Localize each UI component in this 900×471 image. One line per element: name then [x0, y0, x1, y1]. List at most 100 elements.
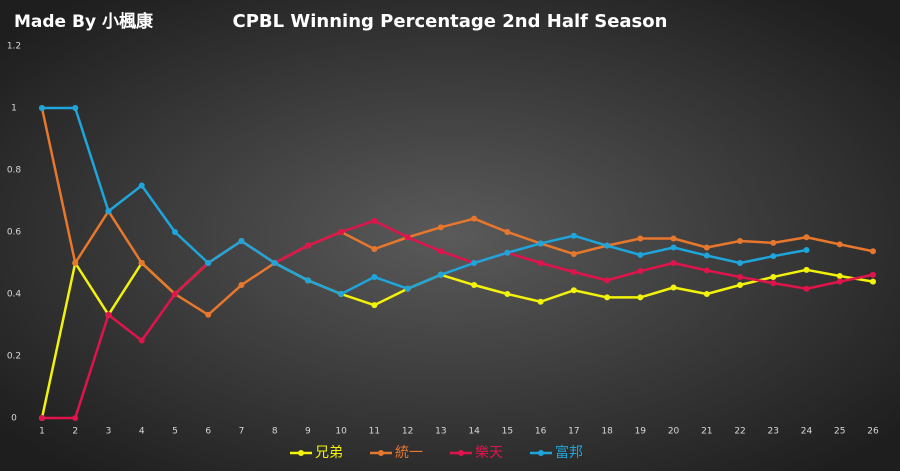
- x-tick-label: 12: [402, 427, 413, 437]
- point: [138, 182, 145, 189]
- point: [338, 291, 345, 297]
- point: [737, 260, 744, 266]
- legend-marker: [378, 450, 384, 456]
- x-tick-label: 8: [272, 427, 278, 437]
- point: [670, 244, 677, 251]
- point: [72, 260, 79, 266]
- x-tick-label: 16: [535, 427, 547, 437]
- point: [836, 278, 843, 285]
- x-tick-label: 7: [239, 427, 245, 437]
- y-tick-label: 1.2: [7, 42, 21, 52]
- point: [404, 234, 411, 241]
- point: [703, 244, 710, 251]
- point: [171, 291, 178, 297]
- point: [770, 239, 777, 246]
- point: [670, 235, 677, 242]
- point: [537, 260, 544, 266]
- x-tick-label: 3: [106, 427, 112, 437]
- x-tick-label: 4: [139, 427, 145, 437]
- x-tick-label: 10: [335, 427, 347, 437]
- x-tick-label: 20: [668, 427, 680, 437]
- point: [371, 302, 378, 309]
- point: [371, 273, 378, 280]
- point: [39, 105, 45, 111]
- point: [504, 229, 511, 235]
- point: [604, 294, 611, 301]
- point: [471, 260, 478, 266]
- point: [803, 266, 810, 273]
- point: [271, 260, 278, 266]
- legend-marker: [298, 450, 304, 456]
- x-tick-label: 19: [635, 427, 647, 437]
- series-line: [42, 106, 807, 296]
- x-tick-label: 11: [369, 427, 380, 437]
- point: [570, 251, 577, 258]
- point: [437, 248, 444, 255]
- point: [870, 278, 876, 285]
- point: [570, 287, 577, 294]
- y-tick-label: 0: [11, 414, 17, 424]
- point: [703, 252, 710, 259]
- x-tick-label: 2: [72, 427, 78, 437]
- point: [604, 242, 611, 249]
- x-tick-label: 26: [867, 427, 879, 437]
- point: [836, 241, 843, 248]
- point: [304, 277, 311, 284]
- x-tick-label: 1: [39, 427, 45, 437]
- x-tick-label: 22: [734, 427, 745, 437]
- point: [737, 237, 744, 244]
- point: [637, 268, 644, 275]
- point: [205, 260, 212, 266]
- point: [803, 234, 810, 241]
- point: [72, 415, 79, 421]
- point: [304, 242, 311, 249]
- x-tick-label: 6: [205, 427, 211, 437]
- y-tick-label: 1: [11, 104, 17, 114]
- point: [770, 253, 777, 260]
- point: [570, 232, 577, 239]
- legend-label: 統一: [395, 445, 423, 461]
- x-tick-label: 23: [768, 427, 779, 437]
- chart-title: CPBL Winning Percentage 2nd Half Season: [233, 11, 668, 32]
- legend-label: 兄弟: [315, 445, 343, 461]
- point: [670, 260, 677, 266]
- point: [870, 248, 876, 255]
- point: [737, 273, 744, 280]
- point: [471, 215, 478, 222]
- point: [504, 249, 511, 256]
- point: [371, 217, 378, 224]
- x-tick-label: 15: [502, 427, 513, 437]
- legend-label: 富邦: [555, 444, 583, 461]
- legend-label: 樂天: [475, 444, 503, 461]
- point: [39, 415, 45, 421]
- y-tick-label: 0.4: [7, 290, 22, 300]
- point: [670, 284, 677, 291]
- point: [72, 105, 79, 111]
- point: [703, 291, 710, 297]
- point: [637, 294, 644, 301]
- point: [537, 298, 544, 305]
- x-tick-label: 5: [172, 427, 178, 437]
- x-tick-label: 21: [701, 427, 712, 437]
- point: [770, 273, 777, 280]
- y-tick-label: 0.2: [7, 352, 21, 362]
- point: [171, 229, 178, 235]
- point: [471, 282, 478, 289]
- point: [138, 260, 145, 266]
- point: [437, 271, 444, 278]
- point: [338, 229, 345, 235]
- point: [570, 268, 577, 275]
- point: [803, 246, 810, 253]
- x-tick-label: 14: [468, 427, 480, 437]
- point: [703, 267, 710, 274]
- point: [105, 311, 112, 318]
- x-tick-label: 24: [801, 427, 813, 437]
- point: [105, 208, 112, 215]
- series-line: [40, 107, 874, 317]
- point: [770, 280, 777, 287]
- x-tick-label: 13: [435, 427, 446, 437]
- series-line: [42, 219, 874, 420]
